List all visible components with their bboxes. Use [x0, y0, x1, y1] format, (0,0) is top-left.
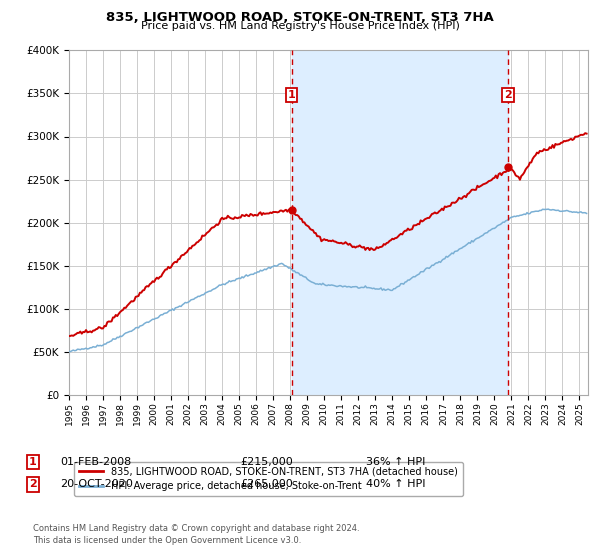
Text: 2: 2	[29, 479, 37, 489]
Text: 36% ↑ HPI: 36% ↑ HPI	[366, 457, 425, 467]
Text: 01-FEB-2008: 01-FEB-2008	[60, 457, 131, 467]
Text: 835, LIGHTWOOD ROAD, STOKE-ON-TRENT, ST3 7HA: 835, LIGHTWOOD ROAD, STOKE-ON-TRENT, ST3…	[106, 11, 494, 24]
Text: Price paid vs. HM Land Registry's House Price Index (HPI): Price paid vs. HM Land Registry's House …	[140, 21, 460, 31]
Text: £265,000: £265,000	[240, 479, 293, 489]
Text: 40% ↑ HPI: 40% ↑ HPI	[366, 479, 425, 489]
Legend: 835, LIGHTWOOD ROAD, STOKE-ON-TRENT, ST3 7HA (detached house), HPI: Average pric: 835, LIGHTWOOD ROAD, STOKE-ON-TRENT, ST3…	[74, 461, 463, 496]
Text: 1: 1	[287, 90, 295, 100]
Text: 1: 1	[29, 457, 37, 467]
Text: £215,000: £215,000	[240, 457, 293, 467]
Text: Contains HM Land Registry data © Crown copyright and database right 2024.
This d: Contains HM Land Registry data © Crown c…	[33, 524, 359, 545]
Text: 2: 2	[504, 90, 512, 100]
Text: 20-OCT-2020: 20-OCT-2020	[60, 479, 133, 489]
Bar	[292, 50, 508, 395]
